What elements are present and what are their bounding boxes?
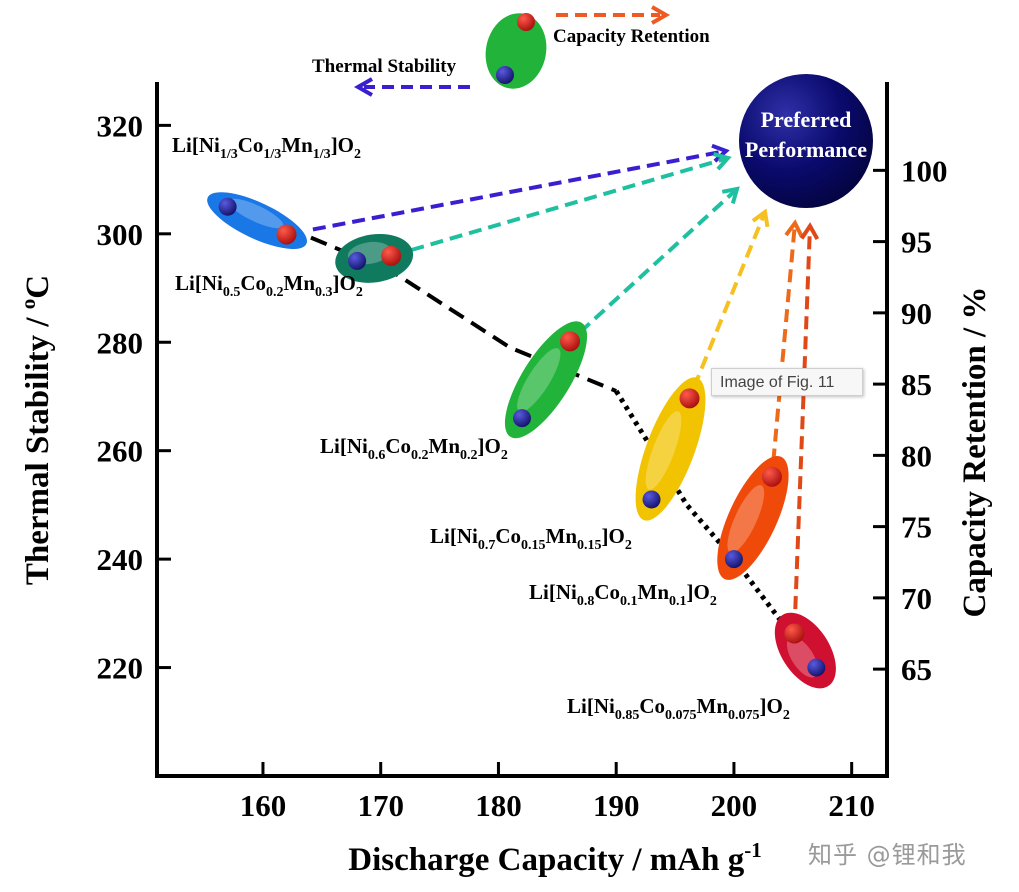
retention-arrow-2 — [410, 156, 729, 252]
data-points — [207, 192, 836, 689]
retention-arrowhead-5 — [784, 219, 804, 238]
y-right-tick-label: 90 — [901, 296, 932, 331]
legend-capacity-arrowhead — [651, 5, 671, 25]
legend-capacity-retention-label: Capacity Retention — [553, 26, 710, 47]
retention-arrow-6 — [793, 225, 812, 610]
material-ellipse-highlight — [727, 485, 765, 553]
capacity-retention-point — [381, 245, 402, 266]
legend-thermal-stability-label: Thermal Stability — [312, 56, 457, 77]
retention-arrowhead-1 — [711, 143, 730, 163]
y-left-tick-label: 220 — [97, 651, 144, 686]
material-label-2: Li[Ni0.5Co0.2Mn0.3]O2 — [175, 271, 363, 300]
material-ellipse-highlight — [517, 348, 561, 412]
preferred-line2: Performance — [745, 137, 867, 162]
y-right-tick-label: 70 — [901, 581, 932, 616]
capacity-retention-point — [679, 388, 700, 409]
x-tick-label: 210 — [828, 788, 875, 823]
retention-arrow-5 — [771, 222, 797, 462]
y-left-tick-label: 300 — [97, 217, 144, 252]
retention-arrow-3 — [578, 187, 739, 334]
y-right-tick-label: 65 — [901, 652, 932, 687]
thermal-stability-point — [218, 197, 237, 216]
x-tick-label: 190 — [593, 788, 640, 823]
y-right-tick-label: 100 — [901, 153, 948, 188]
material-labels: Li[Ni1/3Co1/3Mn1/3]O2 Li[Ni0.5Co0.2Mn0.3]… — [172, 133, 790, 723]
preferred-line1: Preferred — [761, 107, 852, 132]
thermal-stability-point — [807, 658, 826, 677]
axes — [155, 82, 889, 778]
y-left-tick-label: 320 — [97, 108, 144, 143]
retention-arrowhead-4 — [751, 208, 770, 228]
material-ellipse-highlight — [228, 198, 284, 229]
preferred-sphere — [739, 74, 873, 208]
thermal-stability-point — [642, 490, 661, 509]
retention-arrow-1 — [312, 149, 727, 232]
x-tick-label: 170 — [357, 788, 404, 823]
material-label-3: Li[Ni0.6Co0.2Mn0.2]O2 — [320, 434, 508, 463]
thermal-stability-point — [513, 409, 531, 428]
material-label-4: Li[Ni0.7Co0.15Mn0.15]O2 — [430, 524, 632, 553]
y-right-tick-label: 80 — [901, 438, 932, 473]
x-tick-label: 160 — [240, 788, 287, 823]
legend-thermal-stability-dot — [496, 66, 514, 84]
y-left-tick-label: 240 — [97, 542, 144, 577]
retention-arrows — [312, 143, 820, 610]
legend-thermal-arrowhead — [353, 77, 373, 97]
trend-dashed — [262, 215, 617, 393]
material-ellipse-5 — [717, 455, 789, 580]
y-axis-left-title: Thermal Stability / oC — [16, 275, 56, 585]
capacity-retention-point — [276, 224, 297, 245]
material-label-6: Li[Ni0.85Co0.075Mn0.075]O2 — [567, 694, 790, 723]
material-label-1: Li[Ni1/3Co1/3Mn1/3]O2 — [172, 133, 361, 162]
preferred-performance-marker: Preferred Performance — [739, 74, 873, 208]
capacity-retention-point — [761, 466, 782, 487]
x-tick-label: 200 — [711, 788, 758, 823]
ticks: 160 170 180 190 200 210 220 240 260 280 300 320 65 70… — [97, 108, 948, 823]
x-tick-label: 180 — [475, 788, 522, 823]
thermal-stability-point — [348, 251, 367, 270]
retention-arrowhead-2 — [713, 152, 732, 171]
material-ellipse-highlight — [645, 411, 682, 490]
legend-capacity-retention-dot — [517, 13, 535, 31]
legend-ellipse — [485, 13, 547, 89]
legend: Capacity Retention Thermal Stability — [312, 5, 710, 97]
capacity-retention-point — [784, 623, 805, 644]
image-tooltip: Image of Fig. 11 — [711, 368, 863, 396]
x-axis-title: Discharge Capacity / mAh g-1 — [348, 838, 761, 878]
retention-arrowhead-3 — [721, 186, 740, 204]
y-right-tick-label: 95 — [901, 225, 932, 260]
y-axis-right-title: Capacity Retention / % — [957, 287, 993, 618]
retention-arrowhead-6 — [800, 222, 820, 241]
y-left-tick-label: 280 — [97, 325, 144, 360]
y-left-tick-label: 260 — [97, 434, 144, 469]
material-label-5: Li[Ni0.8Co0.1Mn0.1]O2 — [529, 580, 717, 609]
capacity-retention-point — [560, 331, 580, 352]
y-right-tick-label: 85 — [901, 367, 932, 402]
retention-arrow-4 — [692, 211, 767, 388]
thermal-stability-point — [724, 550, 743, 569]
material-ellipse-4 — [635, 377, 706, 521]
watermark: 知乎 @锂和我 — [808, 841, 967, 869]
y-right-tick-label: 75 — [901, 510, 932, 545]
